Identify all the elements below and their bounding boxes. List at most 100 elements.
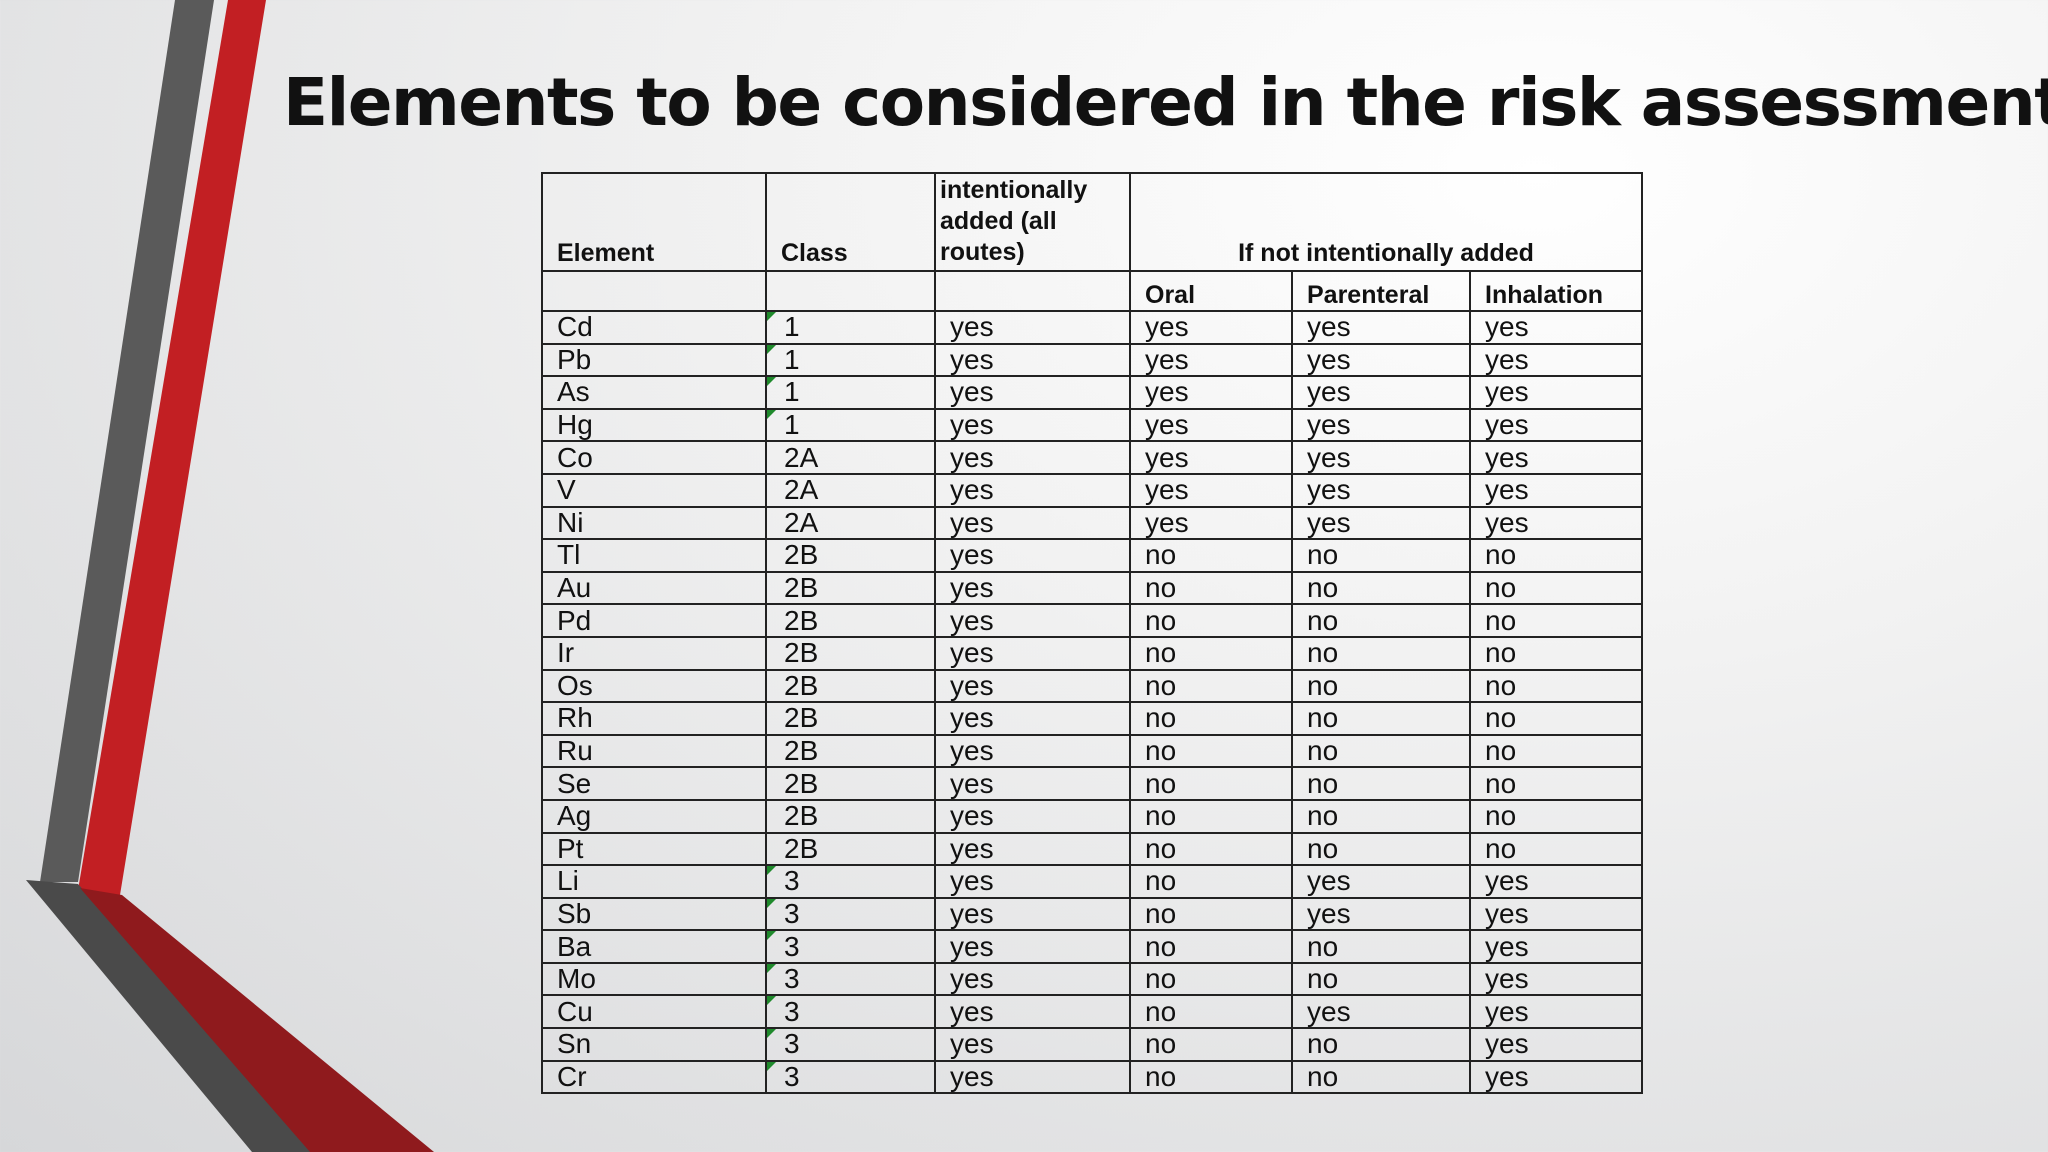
table-row: Pt 2B yes no no no bbox=[541, 831, 1644, 867]
cell-class: 3 bbox=[765, 994, 936, 1030]
cell-intentionally-added: yes bbox=[934, 570, 1131, 606]
cell-inhalation: yes bbox=[1468, 1059, 1644, 1095]
cell-element: Pd bbox=[541, 603, 767, 638]
table-row: Cu 3 yes no yes yes bbox=[541, 994, 1644, 1030]
table-row: V 2A yes yes yes yes bbox=[541, 472, 1644, 508]
cell-inhalation: no bbox=[1468, 733, 1644, 769]
cell-intentionally-added: yes bbox=[934, 472, 1131, 508]
cell-class: 1 bbox=[765, 407, 936, 443]
cell-intentionally-added: yes bbox=[934, 1027, 1131, 1062]
subheader-empty bbox=[541, 270, 767, 312]
cell-element: Ni bbox=[541, 505, 767, 541]
cell-parenteral: yes bbox=[1291, 472, 1471, 508]
table-row: Cd 1 yes yes yes yes bbox=[541, 310, 1644, 345]
cell-inhalation: yes bbox=[1468, 375, 1644, 410]
cell-inhalation: no bbox=[1468, 701, 1644, 736]
cell-oral: no bbox=[1129, 635, 1293, 671]
header-class: Class bbox=[765, 172, 936, 272]
table-row: Mo 3 yes no no yes bbox=[541, 961, 1644, 997]
cell-element: Cr bbox=[541, 1059, 767, 1095]
cell-element: V bbox=[541, 472, 767, 508]
cell-parenteral: yes bbox=[1291, 994, 1471, 1030]
cell-oral: no bbox=[1129, 929, 1293, 964]
cell-parenteral: no bbox=[1291, 766, 1471, 801]
cell-intentionally-added: yes bbox=[934, 538, 1131, 573]
cell-oral: no bbox=[1129, 668, 1293, 704]
cell-intentionally-added: yes bbox=[934, 342, 1131, 378]
cell-element: Hg bbox=[541, 407, 767, 443]
cell-parenteral: yes bbox=[1291, 375, 1471, 410]
cell-class: 3 bbox=[765, 1027, 936, 1062]
table-row: Pb 1 yes yes yes yes bbox=[541, 342, 1644, 378]
cell-element: Se bbox=[541, 766, 767, 801]
risk-assessment-table: Element Class intentionally added (all r… bbox=[541, 172, 1644, 1095]
cell-intentionally-added: yes bbox=[934, 831, 1131, 867]
cell-inhalation: no bbox=[1468, 603, 1644, 638]
cell-element: Ag bbox=[541, 798, 767, 834]
cell-element: Tl bbox=[541, 538, 767, 573]
cell-element: Li bbox=[541, 864, 767, 899]
cell-class: 2B bbox=[765, 831, 936, 867]
cell-intentionally-added: yes bbox=[934, 407, 1131, 443]
cell-element: Sb bbox=[541, 896, 767, 932]
cell-inhalation: yes bbox=[1468, 440, 1644, 475]
cell-oral: no bbox=[1129, 733, 1293, 769]
cell-element: Cu bbox=[541, 994, 767, 1030]
cell-inhalation: yes bbox=[1468, 994, 1644, 1030]
cell-class: 2B bbox=[765, 603, 936, 638]
cell-element: Ru bbox=[541, 733, 767, 769]
cell-element: Ba bbox=[541, 929, 767, 964]
cell-inhalation: no bbox=[1468, 570, 1644, 606]
cell-element: Rh bbox=[541, 701, 767, 736]
cell-intentionally-added: yes bbox=[934, 701, 1131, 736]
cell-oral: yes bbox=[1129, 505, 1293, 541]
cell-parenteral: yes bbox=[1291, 440, 1471, 475]
cell-inhalation: yes bbox=[1468, 472, 1644, 508]
cell-inhalation: no bbox=[1468, 635, 1644, 671]
decor-gray-stripe bbox=[40, 0, 214, 882]
cell-oral: yes bbox=[1129, 310, 1293, 345]
subheader-empty bbox=[765, 270, 936, 312]
cell-intentionally-added: yes bbox=[934, 929, 1131, 964]
cell-inhalation: yes bbox=[1468, 342, 1644, 378]
cell-class: 1 bbox=[765, 342, 936, 378]
cell-intentionally-added: yes bbox=[934, 766, 1131, 801]
cell-parenteral: yes bbox=[1291, 407, 1471, 443]
cell-parenteral: no bbox=[1291, 1059, 1471, 1095]
table-row: Sn 3 yes no no yes bbox=[541, 1027, 1644, 1062]
decor-gray-diagonal bbox=[26, 880, 318, 1152]
cell-intentionally-added: yes bbox=[934, 668, 1131, 704]
cell-class: 3 bbox=[765, 961, 936, 997]
cell-parenteral: yes bbox=[1291, 310, 1471, 345]
cell-oral: no bbox=[1129, 798, 1293, 834]
cell-parenteral: no bbox=[1291, 831, 1471, 867]
cell-oral: yes bbox=[1129, 342, 1293, 378]
cell-inhalation: no bbox=[1468, 538, 1644, 573]
cell-oral: no bbox=[1129, 766, 1293, 801]
cell-intentionally-added: yes bbox=[934, 961, 1131, 997]
slide-title: Elements to be considered in the risk as… bbox=[283, 64, 2048, 141]
table-row: Ba 3 yes no no yes bbox=[541, 929, 1644, 964]
cell-intentionally-added: yes bbox=[934, 375, 1131, 410]
cell-class: 3 bbox=[765, 1059, 936, 1095]
table-row: Sb 3 yes no yes yes bbox=[541, 896, 1644, 932]
cell-intentionally-added: yes bbox=[934, 1059, 1131, 1095]
cell-class: 2B bbox=[765, 766, 936, 801]
cell-class: 2B bbox=[765, 538, 936, 573]
cell-parenteral: no bbox=[1291, 733, 1471, 769]
cell-oral: no bbox=[1129, 994, 1293, 1030]
table-row: Ru 2B yes no no no bbox=[541, 733, 1644, 769]
cell-element: Au bbox=[541, 570, 767, 606]
cell-element: Mo bbox=[541, 961, 767, 997]
cell-parenteral: yes bbox=[1291, 505, 1471, 541]
cell-inhalation: yes bbox=[1468, 929, 1644, 964]
cell-inhalation: yes bbox=[1468, 310, 1644, 345]
cell-intentionally-added: yes bbox=[934, 733, 1131, 769]
cell-oral: no bbox=[1129, 701, 1293, 736]
cell-inhalation: no bbox=[1468, 668, 1644, 704]
cell-class: 1 bbox=[765, 310, 936, 345]
subheader-row: Oral Parenteral Inhalation bbox=[541, 270, 1644, 312]
cell-element: Pt bbox=[541, 831, 767, 867]
cell-parenteral: no bbox=[1291, 538, 1471, 573]
cell-oral: yes bbox=[1129, 472, 1293, 508]
